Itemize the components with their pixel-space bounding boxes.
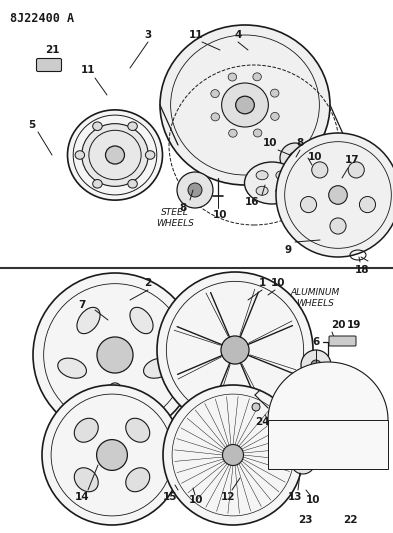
Circle shape	[330, 218, 346, 234]
Text: 10: 10	[271, 278, 285, 288]
Ellipse shape	[256, 186, 268, 195]
Ellipse shape	[236, 96, 254, 114]
Circle shape	[329, 185, 347, 204]
Circle shape	[354, 387, 368, 401]
Circle shape	[289, 152, 301, 164]
Text: 18: 18	[355, 265, 369, 275]
Circle shape	[301, 197, 317, 213]
Ellipse shape	[229, 129, 237, 137]
Text: 8: 8	[179, 203, 187, 213]
Circle shape	[163, 385, 303, 525]
Ellipse shape	[105, 146, 125, 164]
Ellipse shape	[82, 124, 148, 187]
Ellipse shape	[126, 468, 150, 492]
Text: STEEL
WHEELS: STEEL WHEELS	[156, 208, 194, 228]
Ellipse shape	[74, 418, 98, 442]
Circle shape	[301, 350, 331, 380]
Circle shape	[42, 385, 182, 525]
Ellipse shape	[128, 122, 137, 131]
Text: 10: 10	[263, 138, 277, 148]
Text: 16: 16	[245, 197, 259, 207]
Ellipse shape	[68, 110, 162, 200]
Ellipse shape	[253, 73, 261, 81]
Ellipse shape	[211, 90, 219, 98]
Text: 7: 7	[78, 300, 86, 310]
FancyBboxPatch shape	[268, 420, 388, 469]
Circle shape	[97, 440, 127, 471]
Ellipse shape	[244, 162, 299, 204]
Ellipse shape	[106, 383, 125, 413]
Text: 10: 10	[213, 210, 227, 220]
FancyBboxPatch shape	[329, 336, 356, 346]
Text: 3: 3	[144, 30, 152, 40]
Text: 15: 15	[163, 492, 177, 502]
Text: 2: 2	[144, 278, 152, 288]
Text: 6: 6	[312, 337, 320, 347]
Circle shape	[188, 183, 202, 197]
Ellipse shape	[228, 73, 237, 81]
Text: 10: 10	[306, 495, 320, 505]
Circle shape	[97, 337, 133, 373]
Circle shape	[348, 162, 364, 178]
Ellipse shape	[253, 129, 262, 137]
Ellipse shape	[75, 151, 84, 159]
Circle shape	[360, 197, 376, 213]
Ellipse shape	[130, 308, 153, 334]
Text: 10: 10	[189, 495, 203, 505]
Text: ALUMINUM
WHEELS: ALUMINUM WHEELS	[290, 288, 340, 308]
Circle shape	[177, 172, 213, 208]
Ellipse shape	[143, 358, 172, 378]
Circle shape	[299, 458, 307, 466]
Text: 12: 12	[221, 492, 235, 502]
Circle shape	[276, 133, 393, 257]
Text: 1: 1	[258, 278, 266, 288]
Text: 23: 23	[298, 515, 312, 525]
Text: 4: 4	[234, 30, 242, 40]
Ellipse shape	[126, 418, 150, 442]
Text: 24: 24	[255, 417, 269, 427]
Circle shape	[311, 360, 321, 370]
Text: 17: 17	[345, 155, 359, 165]
Ellipse shape	[145, 151, 155, 159]
Ellipse shape	[276, 186, 288, 195]
Text: 13: 13	[288, 492, 302, 502]
Ellipse shape	[77, 308, 100, 334]
Circle shape	[291, 450, 315, 474]
Ellipse shape	[93, 180, 102, 188]
Text: 20: 20	[331, 320, 345, 330]
Circle shape	[280, 143, 310, 173]
Text: 22: 22	[343, 515, 357, 525]
Circle shape	[221, 336, 249, 364]
Text: 19: 19	[347, 320, 361, 330]
Ellipse shape	[58, 358, 86, 378]
Ellipse shape	[276, 171, 288, 180]
Ellipse shape	[271, 112, 279, 120]
Text: 14: 14	[75, 492, 89, 502]
Circle shape	[222, 445, 244, 465]
Ellipse shape	[93, 122, 102, 131]
Text: 10: 10	[308, 152, 322, 162]
Ellipse shape	[256, 171, 268, 180]
Text: 9: 9	[285, 245, 292, 255]
FancyBboxPatch shape	[37, 59, 61, 71]
Circle shape	[157, 272, 313, 428]
Ellipse shape	[211, 113, 220, 121]
Text: 8: 8	[296, 138, 304, 148]
Ellipse shape	[74, 468, 98, 492]
Circle shape	[312, 162, 328, 178]
Circle shape	[252, 403, 260, 411]
Ellipse shape	[222, 83, 268, 127]
Text: 5: 5	[28, 120, 36, 130]
Text: 21: 21	[45, 45, 59, 55]
Ellipse shape	[128, 180, 137, 188]
Text: 11: 11	[81, 65, 95, 75]
Text: 11: 11	[189, 30, 203, 40]
Ellipse shape	[270, 89, 279, 97]
Text: 8J22400 A: 8J22400 A	[10, 12, 74, 25]
Ellipse shape	[160, 25, 330, 185]
Circle shape	[33, 273, 197, 437]
